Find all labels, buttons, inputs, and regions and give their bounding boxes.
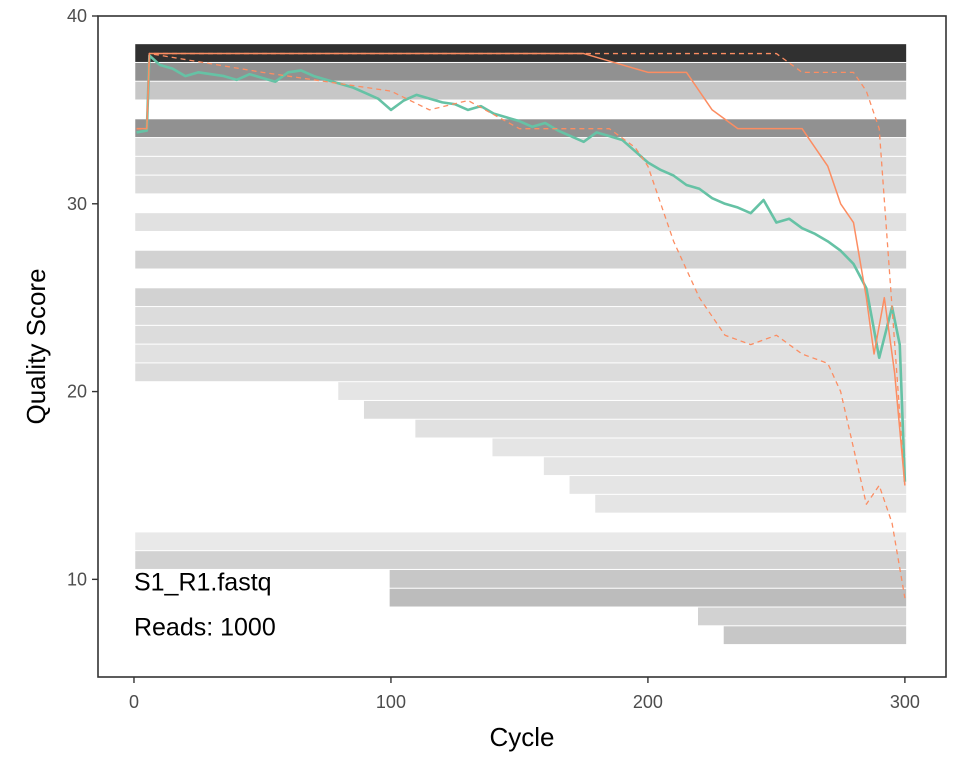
annotation-file-name: S1_R1.fastq [134, 569, 272, 597]
y-tick-label-10: 10 [67, 569, 87, 589]
plot-panel-border [97, 15, 947, 678]
y-tick-label-40: 40 [67, 6, 87, 26]
heatmap-row-q9 [389, 588, 907, 607]
heatmap-row-q37 [135, 62, 907, 81]
heatmap-row-q32 [135, 156, 907, 175]
heatmap-row-q17 [492, 438, 907, 457]
heatmap-row-q20 [338, 382, 907, 400]
y-tick-label-20: 20 [67, 382, 87, 402]
heatmap-row-q21 [135, 363, 907, 382]
heatmap-row-q22 [135, 344, 907, 363]
heatmap-row-q18 [415, 419, 907, 438]
q25-quality-line [136, 52, 906, 599]
heatmap-row-q29 [135, 213, 907, 231]
x-tick-label-100: 100 [376, 692, 406, 712]
heatmap-row-q10 [389, 569, 907, 588]
annotation-read-count: Reads: 1000 [134, 614, 276, 642]
quality-heatmap [135, 44, 907, 645]
heatmap-row-q24 [135, 307, 907, 325]
x-axis-title: Cycle [489, 722, 554, 752]
x-tick-label-300: 300 [890, 692, 920, 712]
heatmap-row-q36 [135, 81, 907, 100]
y-tick-label-30: 30 [67, 194, 87, 214]
quality-lines [136, 52, 907, 599]
heatmap-row-q15 [569, 476, 907, 494]
heatmap-row-q7 [723, 626, 907, 645]
heatmap-row-q11 [135, 551, 907, 569]
axes: 0 100 200 300 10 20 30 40 [67, 6, 920, 712]
heatmap-row-q12 [135, 532, 907, 551]
heatmap-row-q8 [698, 607, 907, 626]
heatmap-row-q16 [543, 457, 907, 476]
heatmap-row-q14 [595, 494, 907, 513]
mean-quality-line [136, 54, 907, 482]
heatmap-row-q31 [135, 175, 907, 194]
heatmap-row-q25 [135, 288, 907, 307]
x-tick-label-0: 0 [129, 692, 139, 712]
x-tick-label-200: 200 [633, 692, 663, 712]
q75-quality-line [136, 52, 906, 486]
heatmap-row-q23 [135, 325, 907, 344]
heatmap-row-q27 [135, 250, 907, 269]
heatmap-row-q33 [135, 138, 907, 156]
y-axis-title: Quality Score [21, 268, 51, 424]
heatmap-row-q19 [363, 400, 907, 419]
